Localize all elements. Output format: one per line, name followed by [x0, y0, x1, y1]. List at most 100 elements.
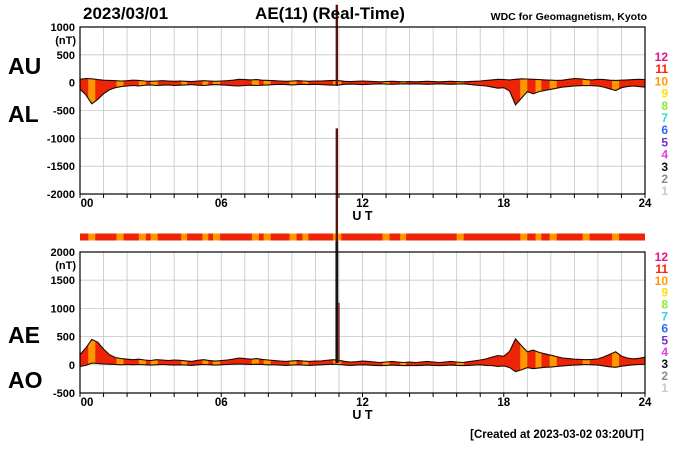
availability-bar-segment: [181, 233, 188, 241]
x-axis-label: U T: [352, 209, 373, 223]
availability-bar-segment: [302, 233, 309, 241]
availability-bar-segment: [150, 233, 158, 241]
x-tick-label: 00: [81, 397, 94, 409]
station-count-stripe: [400, 338, 407, 372]
x-tick-label: 12: [356, 397, 369, 409]
label-au: AU: [8, 53, 42, 79]
availability-bar-segment: [263, 233, 271, 241]
y-tick-label: 500: [57, 50, 75, 62]
legend-station-count: 8: [661, 99, 668, 113]
station-count-stripe: [289, 338, 297, 372]
legend-station-count: 11: [655, 62, 668, 76]
availability-bar-segment: [88, 233, 96, 241]
availability-bar-segment: [520, 233, 528, 241]
legend-station-count: 4: [661, 148, 668, 162]
legend-station-count: 7: [661, 111, 668, 125]
x-tick-label: 06: [215, 397, 228, 409]
legend-station-count: 11: [655, 262, 668, 276]
x-tick-label: 06: [215, 198, 228, 210]
availability-bar-base: [80, 233, 645, 241]
y-tick-label: -500: [53, 106, 75, 118]
y-tick-label: 500: [57, 332, 75, 344]
y-tick-label: -1000: [47, 133, 75, 145]
station-count-stripe: [582, 338, 590, 372]
y-tick-label: 1000: [51, 303, 75, 315]
availability-bar-segment: [138, 233, 146, 241]
availability-bar-segment: [456, 233, 464, 241]
y-tick-label: 1000: [51, 22, 75, 34]
availability-bar-segment: [400, 233, 407, 241]
legend-station-count: 12: [655, 50, 669, 64]
ae-ao-band: [80, 338, 645, 372]
x-tick-label: 18: [497, 198, 510, 210]
x-tick-label: 24: [639, 198, 652, 210]
station-count-stripe: [202, 338, 209, 372]
created-timestamp: [Created at 2023-03-02 03:20UT]: [470, 429, 644, 441]
availability-bar-segment: [213, 233, 221, 241]
station-count-stripe: [116, 338, 124, 372]
y-tick-label: 0: [69, 360, 75, 372]
x-tick-label: 00: [81, 198, 94, 210]
legend-station-count: 6: [661, 321, 668, 335]
au-al-band: [80, 78, 645, 105]
label-ao: AO: [8, 367, 43, 393]
x-tick-label: 18: [497, 397, 510, 409]
availability-bar-segment: [582, 233, 590, 241]
availability-bar-segment: [382, 233, 390, 241]
station-count-stripe: [612, 338, 620, 372]
plot-date: 2023/03/01: [83, 4, 169, 23]
legend-station-count: 8: [661, 298, 668, 312]
station-count-stripe: [138, 338, 146, 372]
legend-station-count: 5: [661, 135, 668, 149]
legend-station-count: 10: [655, 74, 669, 88]
availability-bar: [80, 233, 645, 242]
y-axis-unit: (nT): [55, 260, 76, 272]
y-tick-label: -1500: [47, 161, 75, 173]
legend-station-count: 2: [661, 172, 668, 186]
station-count-stripe: [88, 78, 96, 105]
station-count-stripe: [263, 338, 271, 372]
legend-station-count: 12: [655, 250, 669, 264]
legend-station-count: 1: [661, 184, 668, 198]
availability-bar-segment: [202, 233, 209, 241]
availability-bar-segment: [116, 233, 124, 241]
x-tick-label: 12: [356, 198, 369, 210]
band-stripes: [88, 338, 620, 372]
availability-bar-segment: [612, 233, 620, 241]
station-count-stripe: [181, 338, 188, 372]
availability-bar-segment: [549, 233, 557, 241]
legend-station-count: 10: [655, 274, 669, 288]
availability-bar-segment: [251, 233, 259, 241]
availability-bar-segment: [289, 233, 297, 241]
station-count-stripe: [520, 78, 528, 105]
legend-station-count: 6: [661, 123, 668, 137]
station-count-stripe: [88, 338, 96, 372]
station-count-stripe: [535, 338, 542, 372]
legend-station-count: 3: [661, 160, 668, 174]
station-count-stripe: [302, 338, 309, 372]
y-axis-unit: (nT): [55, 35, 76, 47]
station-count-stripe: [520, 338, 528, 372]
legend-station-count: 2: [661, 369, 668, 383]
availability-bar-segment: [535, 233, 542, 241]
x-tick-label: 24: [639, 397, 652, 409]
station-count-stripe: [213, 338, 221, 372]
legend-station-count: 3: [661, 357, 668, 371]
legend-station-count: 9: [661, 87, 668, 101]
label-al: AL: [8, 101, 39, 127]
y-tick-label: 2000: [51, 247, 75, 259]
legend-station-count: 1: [661, 381, 668, 395]
label-ae: AE: [8, 322, 40, 348]
legend-station-count: 4: [661, 345, 668, 359]
y-tick-label: -2000: [47, 189, 75, 201]
station-count-stripe: [251, 338, 259, 372]
y-tick-label: -500: [53, 388, 75, 400]
legend-station-count: 7: [661, 310, 668, 324]
station-count-stripe: [456, 338, 464, 372]
station-count-stripe: [150, 338, 158, 372]
plot-title: AE(11) (Real-Time): [255, 4, 405, 23]
